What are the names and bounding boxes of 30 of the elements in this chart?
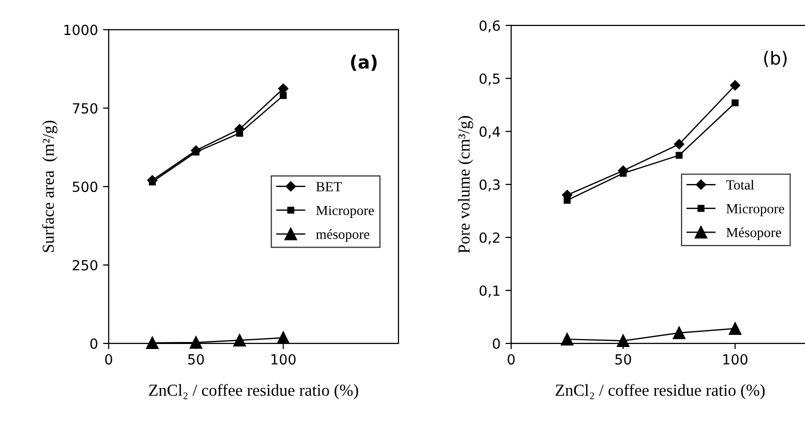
x-tick-label: 50 <box>615 354 632 365</box>
y-tick-label: 1000 <box>64 24 98 36</box>
annotation: (b) <box>764 50 787 67</box>
x-tick-label: 0 <box>105 354 112 365</box>
legend-label: Micropore <box>316 206 374 218</box>
x-tick-label: 100 <box>723 354 748 365</box>
legend-label: BET <box>316 182 342 192</box>
y-tick-label: 0 <box>492 338 500 349</box>
y-tick-label: 250 <box>72 260 98 270</box>
y-axis-title: Surface area (m²/g) <box>42 120 58 252</box>
y-tick-label: 0,2 <box>480 232 500 244</box>
legend-label: Mésopore <box>726 227 782 240</box>
y-tick-label: 0,3 <box>480 179 500 192</box>
y-tick-label: 0,5 <box>480 73 500 86</box>
y-tick-label: 750 <box>72 103 98 114</box>
y-axis-title: Pore volume (cm³/g) <box>458 116 474 254</box>
y-tick-label: 0,6 <box>480 20 500 32</box>
x-axis-title: ZnCl₂ / coffee residue ratio (%) <box>149 384 358 400</box>
y-tick-label: 500 <box>72 182 98 192</box>
x-tick-label: 100 <box>272 354 296 365</box>
x-axis-title: ZnCl₂ / coffee residue ratio (%) <box>556 384 765 400</box>
annotation: (a) <box>351 54 377 71</box>
y-tick-label: 0 <box>90 338 98 349</box>
x-tick-label: 50 <box>188 354 204 365</box>
y-tick-label: 0,4 <box>480 126 500 138</box>
x-tick-label: 0 <box>508 354 515 365</box>
legend-label: Micropore <box>726 204 784 216</box>
legend-label: mésopore <box>316 229 370 242</box>
y-tick-label: 0,1 <box>480 285 500 298</box>
legend-label: Total <box>726 180 754 190</box>
